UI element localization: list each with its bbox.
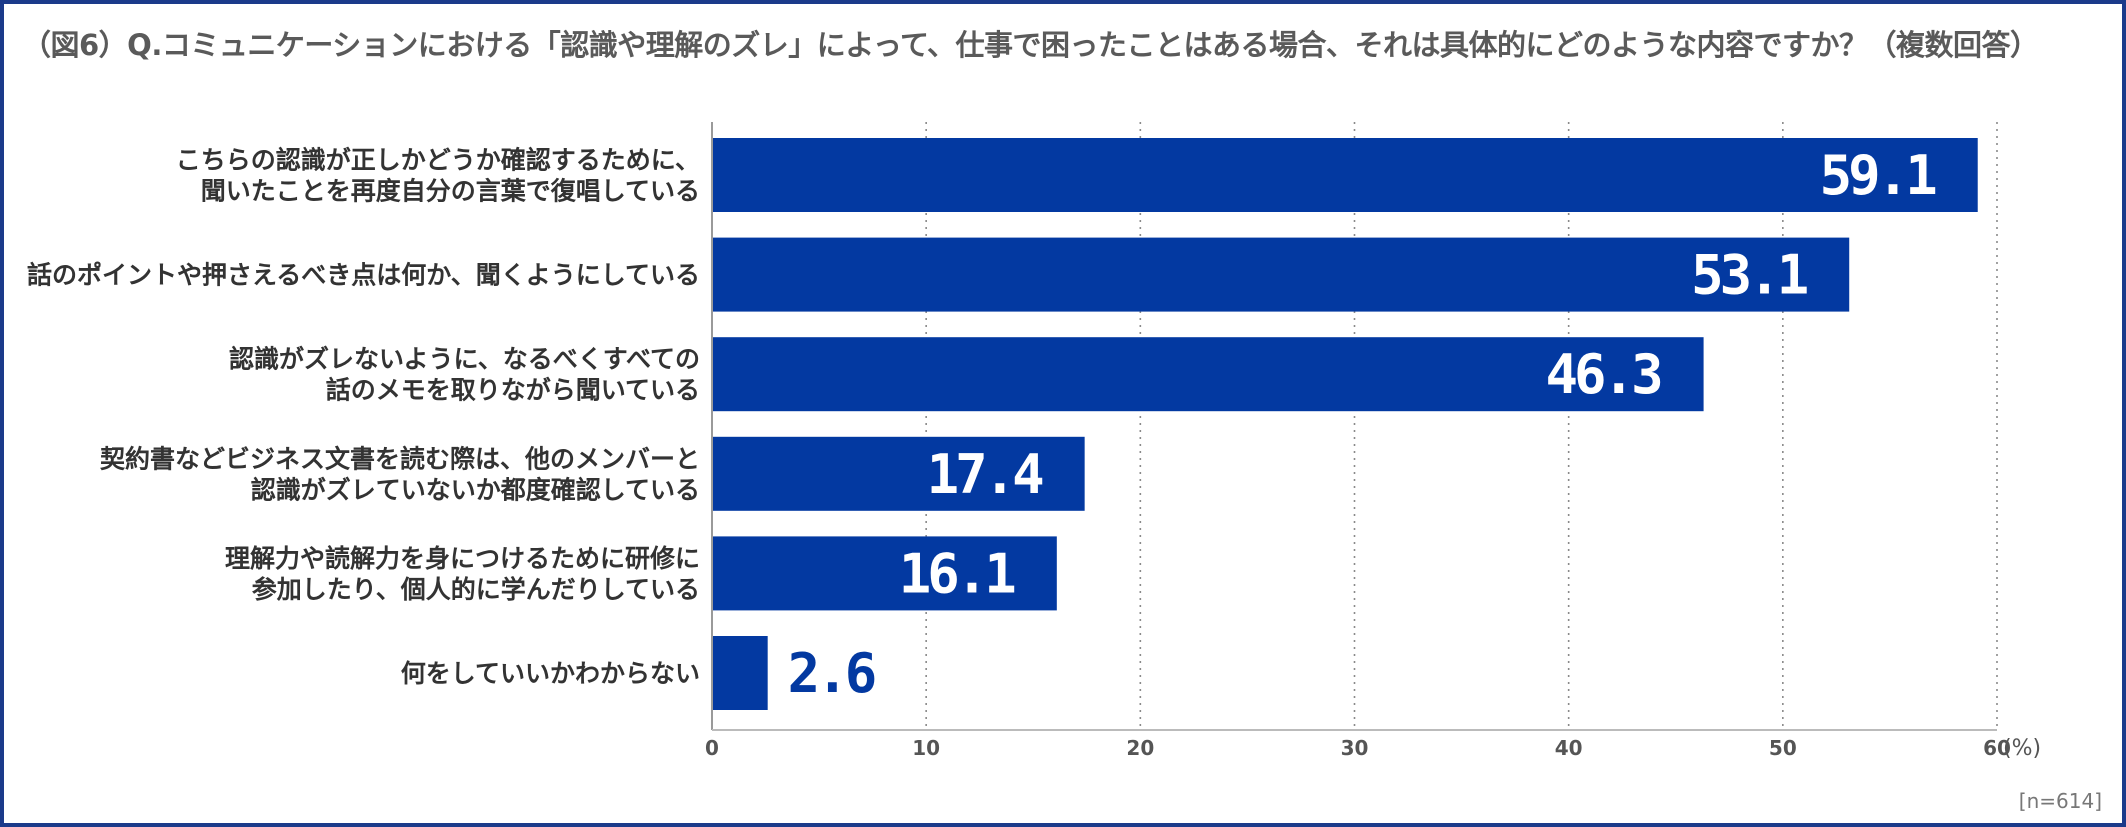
x-tick-label-10: 10 <box>912 736 940 760</box>
sample-size-note: [n=614] <box>2018 789 2102 813</box>
bar-3 <box>712 337 1704 412</box>
category-label-line: 認識がズレていないか都度確認している <box>251 475 700 504</box>
category-label-line: 認識がズレないように、なるべくすべての <box>229 345 700 374</box>
value-label-3: 46.3 <box>1546 343 1661 406</box>
category-labels: こちらの認識が正しかどうか確認するために、聞いたことを再度自分の言葉で復唱してい… <box>27 146 700 689</box>
chart-title: （図6）Q.コミュニケーションにおける「認識や理解のズレ」によって、仕事で困った… <box>22 28 2039 62</box>
bar-2 <box>712 237 1850 312</box>
category-label-line: 聞いたことを再度自分の言葉で復唱している <box>201 177 700 206</box>
x-unit-label: (%) <box>2003 736 2041 761</box>
category-label-line: 参加したり、個人的に学んだりしている <box>252 575 700 604</box>
x-tick-label-30: 30 <box>1341 736 1369 760</box>
category-label-1: こちらの認識が正しかどうか確認するために、聞いたことを再度自分の言葉で復唱してい… <box>176 146 700 206</box>
grid-lines <box>925 122 1998 730</box>
category-label-line: 話のポイントや押さえるべき点は何か、聞くようにしている <box>27 261 700 290</box>
value-label-6: 2.6 <box>788 642 875 705</box>
value-labels: 59.153.1 46.3 17.4 16.1 2.6 <box>788 144 1940 705</box>
category-label-line: こちらの認識が正しかどうか確認するために、 <box>176 146 700 175</box>
bar-6 <box>712 636 768 710</box>
category-label-2: 話のポイントや押さえるべき点は何か、聞くようにしている <box>27 261 700 290</box>
x-tick-label-0: 0 <box>705 736 719 760</box>
category-label-line: 理解力や読解力を身につけるために研修に <box>225 544 700 573</box>
bar-4 <box>712 436 1085 511</box>
category-label-line: 話のメモを取りながら聞いている <box>326 376 700 405</box>
bar-5 <box>712 536 1057 611</box>
category-label-6: 何をしていいかわからない <box>401 659 700 688</box>
category-label-5: 理解力や読解力を身につけるために研修に参加したり、個人的に学んだりしている <box>225 544 700 604</box>
x-axis: 0 10 20 30 40 50 60(%) <box>705 122 2041 761</box>
category-label-line: 契約書などビジネス文書を読む際は、他のメンバーと <box>100 444 700 473</box>
x-tick-label-20: 20 <box>1126 736 1154 760</box>
category-label-3: 認識がズレないように、なるべくすべての話のメモを取りながら聞いている <box>229 345 700 405</box>
value-label-4: 17.4 <box>927 443 1044 506</box>
bars <box>712 138 1978 710</box>
x-tick-label-60: 60 <box>1983 736 2011 760</box>
category-label-4: 契約書などビジネス文書を読む際は、他のメンバーと認識がズレていないか都度確認して… <box>100 444 700 504</box>
value-label-5: 16.1 <box>899 542 1015 605</box>
bar-1 <box>712 138 1978 212</box>
value-label-2: 53.1 <box>1691 244 1807 307</box>
x-tick-label-40: 40 <box>1555 736 1583 760</box>
value-label-1: 59.1 <box>1820 144 1936 207</box>
category-label-line: 何をしていいかわからない <box>401 659 700 688</box>
x-tick-label-50: 50 <box>1769 736 1797 760</box>
